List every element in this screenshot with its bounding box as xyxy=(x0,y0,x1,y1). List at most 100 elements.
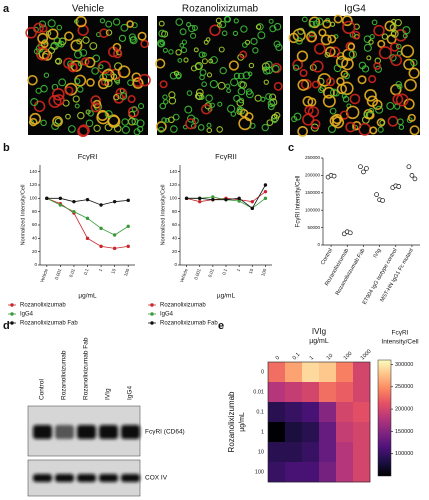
cell xyxy=(306,31,318,43)
chart-title: FcγRI xyxy=(78,152,98,161)
cell xyxy=(333,64,342,73)
cell xyxy=(104,110,113,119)
x-axis-label: µg/mL xyxy=(78,293,97,300)
cell xyxy=(204,102,212,110)
cell xyxy=(335,55,349,69)
cell xyxy=(113,94,120,101)
cell xyxy=(159,39,165,46)
y-tick-label: 40 xyxy=(32,236,38,241)
y-tick-label: 100000 xyxy=(305,207,321,212)
cell xyxy=(173,70,180,76)
x-tick-label: 1 xyxy=(236,268,242,273)
panel-label: e xyxy=(218,320,224,332)
data-point xyxy=(224,197,228,202)
cell xyxy=(47,46,56,54)
heat-cell xyxy=(353,462,371,483)
data-point xyxy=(250,206,254,211)
cell xyxy=(329,88,338,97)
cell xyxy=(255,24,262,30)
heat-cell xyxy=(336,462,354,483)
cell xyxy=(267,103,275,111)
cell xyxy=(158,20,165,27)
cell xyxy=(347,42,356,51)
chart-title: FcγRII xyxy=(215,152,237,161)
y-axis-label: FcγRI Intensity/Cell xyxy=(296,176,302,228)
cell xyxy=(348,50,357,59)
cell xyxy=(233,72,241,80)
row-label: 1 xyxy=(261,429,264,435)
cell xyxy=(210,56,218,64)
cell xyxy=(206,122,212,128)
cell xyxy=(33,100,46,113)
y-axis-unit: µg/mL xyxy=(239,412,246,432)
data-point xyxy=(347,230,353,236)
x-tick-label: 1 xyxy=(98,268,104,273)
heat-cell xyxy=(268,442,286,463)
cell xyxy=(107,115,121,128)
heat-cell xyxy=(302,462,320,483)
cell xyxy=(73,50,83,59)
column-label: 1000 xyxy=(360,349,373,362)
cell xyxy=(342,20,356,35)
cell xyxy=(37,32,49,44)
cell xyxy=(406,117,413,124)
cell xyxy=(179,42,185,48)
heat-cell xyxy=(336,442,354,463)
cell xyxy=(206,72,213,78)
y-tick-label: 140 xyxy=(29,169,37,174)
x-tick-label: 0.01 xyxy=(68,268,76,278)
cell xyxy=(175,18,184,26)
y-tick-label: 80 xyxy=(32,209,38,214)
cell xyxy=(89,42,98,50)
data-point xyxy=(99,226,103,231)
cell xyxy=(241,42,248,48)
cell xyxy=(29,117,38,127)
colorbar-tick-label: 100000 xyxy=(395,451,413,457)
cell xyxy=(409,125,420,136)
cell xyxy=(327,34,337,44)
cell xyxy=(377,39,386,48)
cell xyxy=(158,126,165,133)
cell xyxy=(205,94,213,103)
cell xyxy=(218,46,225,53)
data-point xyxy=(409,173,415,178)
x-tick-label: 0.1 xyxy=(221,268,228,276)
cell xyxy=(47,19,56,28)
cell xyxy=(247,71,253,77)
cell xyxy=(260,96,266,102)
cell xyxy=(43,72,50,78)
cell xyxy=(50,42,57,50)
band xyxy=(33,474,52,482)
cell xyxy=(25,26,37,39)
x-tick-label: 0.001 xyxy=(54,268,63,281)
cell xyxy=(158,29,167,38)
cell xyxy=(395,80,402,88)
y-tick-label: 200000 xyxy=(305,173,321,178)
cell xyxy=(206,127,213,134)
x-tick-label: MST-HN IgG1 Fc mutant xyxy=(379,247,415,303)
cell xyxy=(197,124,205,131)
x-tick-label: Vehicle xyxy=(179,268,189,284)
cell xyxy=(249,122,256,129)
y-tick-label: 40 xyxy=(172,236,178,241)
cell xyxy=(74,103,80,109)
cell xyxy=(199,74,205,81)
heat-cell xyxy=(319,442,337,463)
cell xyxy=(48,94,62,108)
data-point xyxy=(331,173,337,179)
data-point xyxy=(58,203,63,207)
data-point xyxy=(237,199,241,203)
cell xyxy=(390,30,397,37)
data-point xyxy=(85,216,90,221)
y-tick-label: 120 xyxy=(29,182,37,187)
x-axis-label: IVIg xyxy=(312,327,326,336)
heat-cell xyxy=(268,422,286,443)
cell xyxy=(159,80,168,89)
cell xyxy=(186,90,193,96)
cell xyxy=(194,92,203,100)
cell xyxy=(129,36,137,43)
cell xyxy=(250,37,258,45)
cell xyxy=(91,67,99,75)
cell xyxy=(161,117,167,123)
cell xyxy=(265,93,272,100)
